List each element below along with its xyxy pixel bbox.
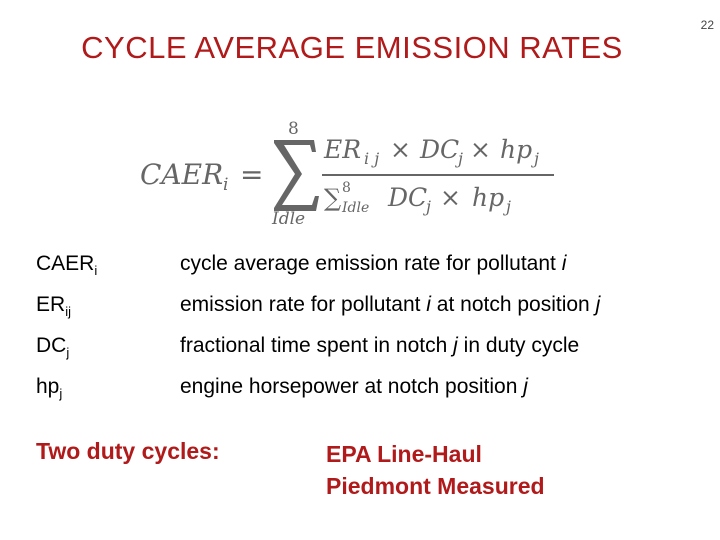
- denominator-times: ×: [440, 183, 461, 212]
- denominator-sum-lower: Idle: [341, 200, 369, 216]
- numerator-times-2: ×: [470, 135, 491, 164]
- slide-title: CYCLE AVERAGE EMISSION RATES: [81, 30, 623, 65]
- definition-term: hpj: [36, 375, 63, 401]
- numerator-hp-sub: j: [531, 149, 539, 168]
- duty-cycle-item: Piedmont Measured: [326, 473, 545, 499]
- definition-term: ERij: [36, 293, 71, 319]
- definition-term: CAERi: [36, 252, 98, 278]
- definition-description: emission rate for pollutant i at notch p…: [180, 293, 601, 316]
- formula-lhs-sub: i: [223, 175, 228, 195]
- definition-row: CAERi cycle average emission rate for po…: [36, 252, 696, 293]
- definition-description: fractional time spent in notch j in duty…: [180, 334, 580, 357]
- denominator-hp-sub: j: [503, 197, 511, 216]
- definition-row: ERij emission rate for pollutant i at no…: [36, 293, 696, 334]
- definition-row: hpj engine horsepower at notch position …: [36, 375, 696, 416]
- definition-term: DCj: [36, 334, 70, 360]
- numerator-dc: DC: [419, 135, 459, 164]
- fraction-bar: [322, 174, 554, 176]
- numerator-er: ER: [323, 135, 361, 164]
- formula-graphic: CAER i = 8 Idle ER i j × DC j × hp j ∑ 8…: [140, 119, 554, 229]
- denominator-dc-sub: j: [423, 197, 431, 216]
- sigma-symbol: [274, 140, 319, 211]
- definition-description: engine horsepower at notch position j: [180, 375, 528, 398]
- numerator-er-sub: i j: [364, 149, 379, 168]
- formula-lhs: CAER: [140, 158, 223, 191]
- denominator-sum-upper: 8: [342, 180, 351, 196]
- denominator-hp: hp: [472, 183, 504, 212]
- numerator-dc-sub: j: [455, 149, 463, 168]
- definition-description: cycle average emission rate for pollutan…: [180, 252, 567, 275]
- duty-cycle-item: EPA Line-Haul: [326, 441, 482, 467]
- sum-upper: 8: [288, 119, 299, 139]
- definition-list: CAERi cycle average emission rate for po…: [36, 252, 696, 416]
- formula-equals: =: [240, 158, 263, 191]
- numerator-times-1: ×: [390, 135, 411, 164]
- definition-row: DCj fractional time spent in notch j in …: [36, 334, 696, 375]
- duty-cycles-label: Two duty cycles:: [36, 438, 220, 464]
- sum-lower: Idle: [271, 209, 305, 229]
- page-number: 22: [700, 18, 714, 32]
- cycle-average-formula: CAER i = 8 Idle ER i j × DC j × hp j ∑ 8…: [140, 112, 580, 232]
- denominator-sum: ∑: [324, 184, 341, 212]
- duty-cycles-list: EPA Line-Haul Piedmont Measured: [326, 438, 545, 502]
- denominator-dc: DC: [387, 183, 427, 212]
- numerator-hp: hp: [500, 135, 532, 164]
